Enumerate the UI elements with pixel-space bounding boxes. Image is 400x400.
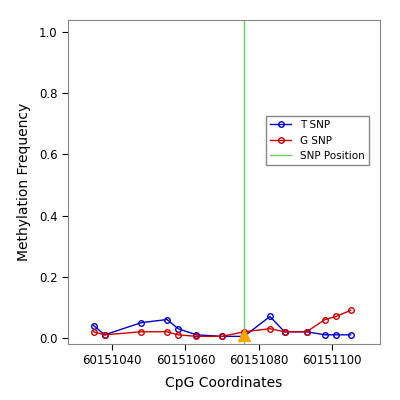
Legend: T SNP, G SNP, SNP Position: T SNP, G SNP, SNP Position xyxy=(266,116,368,165)
Y-axis label: Methylation Frequency: Methylation Frequency xyxy=(17,103,31,261)
X-axis label: CpG Coordinates: CpG Coordinates xyxy=(165,376,283,390)
